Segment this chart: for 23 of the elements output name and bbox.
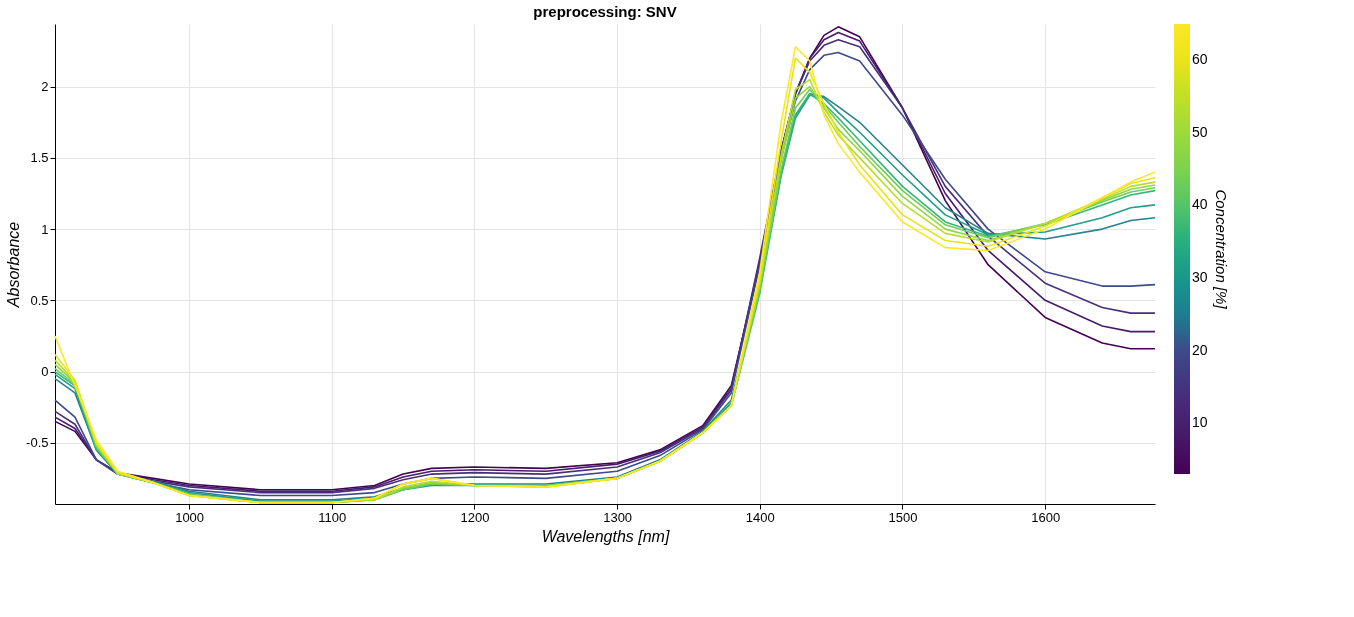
y-tick-label: 1	[41, 221, 49, 237]
y-tick-label: 2	[41, 79, 49, 95]
color-bar-label: 10	[1192, 414, 1208, 431]
y-tick-label: 0.5	[30, 292, 49, 308]
color-bar-label: 30	[1192, 269, 1208, 286]
x-tick-label: 1500	[888, 509, 918, 525]
x-axis-title: Wavelengths [nm]	[541, 527, 670, 545]
x-tick-label: 1200	[460, 509, 490, 525]
color-bar-label: 60	[1192, 51, 1208, 68]
color-bar-label: 50	[1192, 123, 1208, 140]
color-bar-title: Concentration [%]	[1213, 189, 1230, 310]
x-tick-label: 1000	[175, 509, 205, 525]
x-tick-label: 1100	[318, 509, 347, 525]
x-tick-label: 1600	[1031, 509, 1061, 525]
color-bar-label: 40	[1192, 196, 1208, 213]
y-tick-label: -0.5	[26, 435, 49, 451]
y-axis-title: Absorbance	[5, 221, 23, 309]
y-tick-label: 0	[41, 364, 49, 380]
x-tick-label: 1400	[745, 509, 775, 525]
y-tick-label: 1.5	[30, 150, 49, 166]
chart-title: preprocessing: SNV	[533, 3, 677, 20]
x-tick-label: 1300	[603, 509, 633, 525]
color-bar-label: 20	[1192, 341, 1208, 358]
